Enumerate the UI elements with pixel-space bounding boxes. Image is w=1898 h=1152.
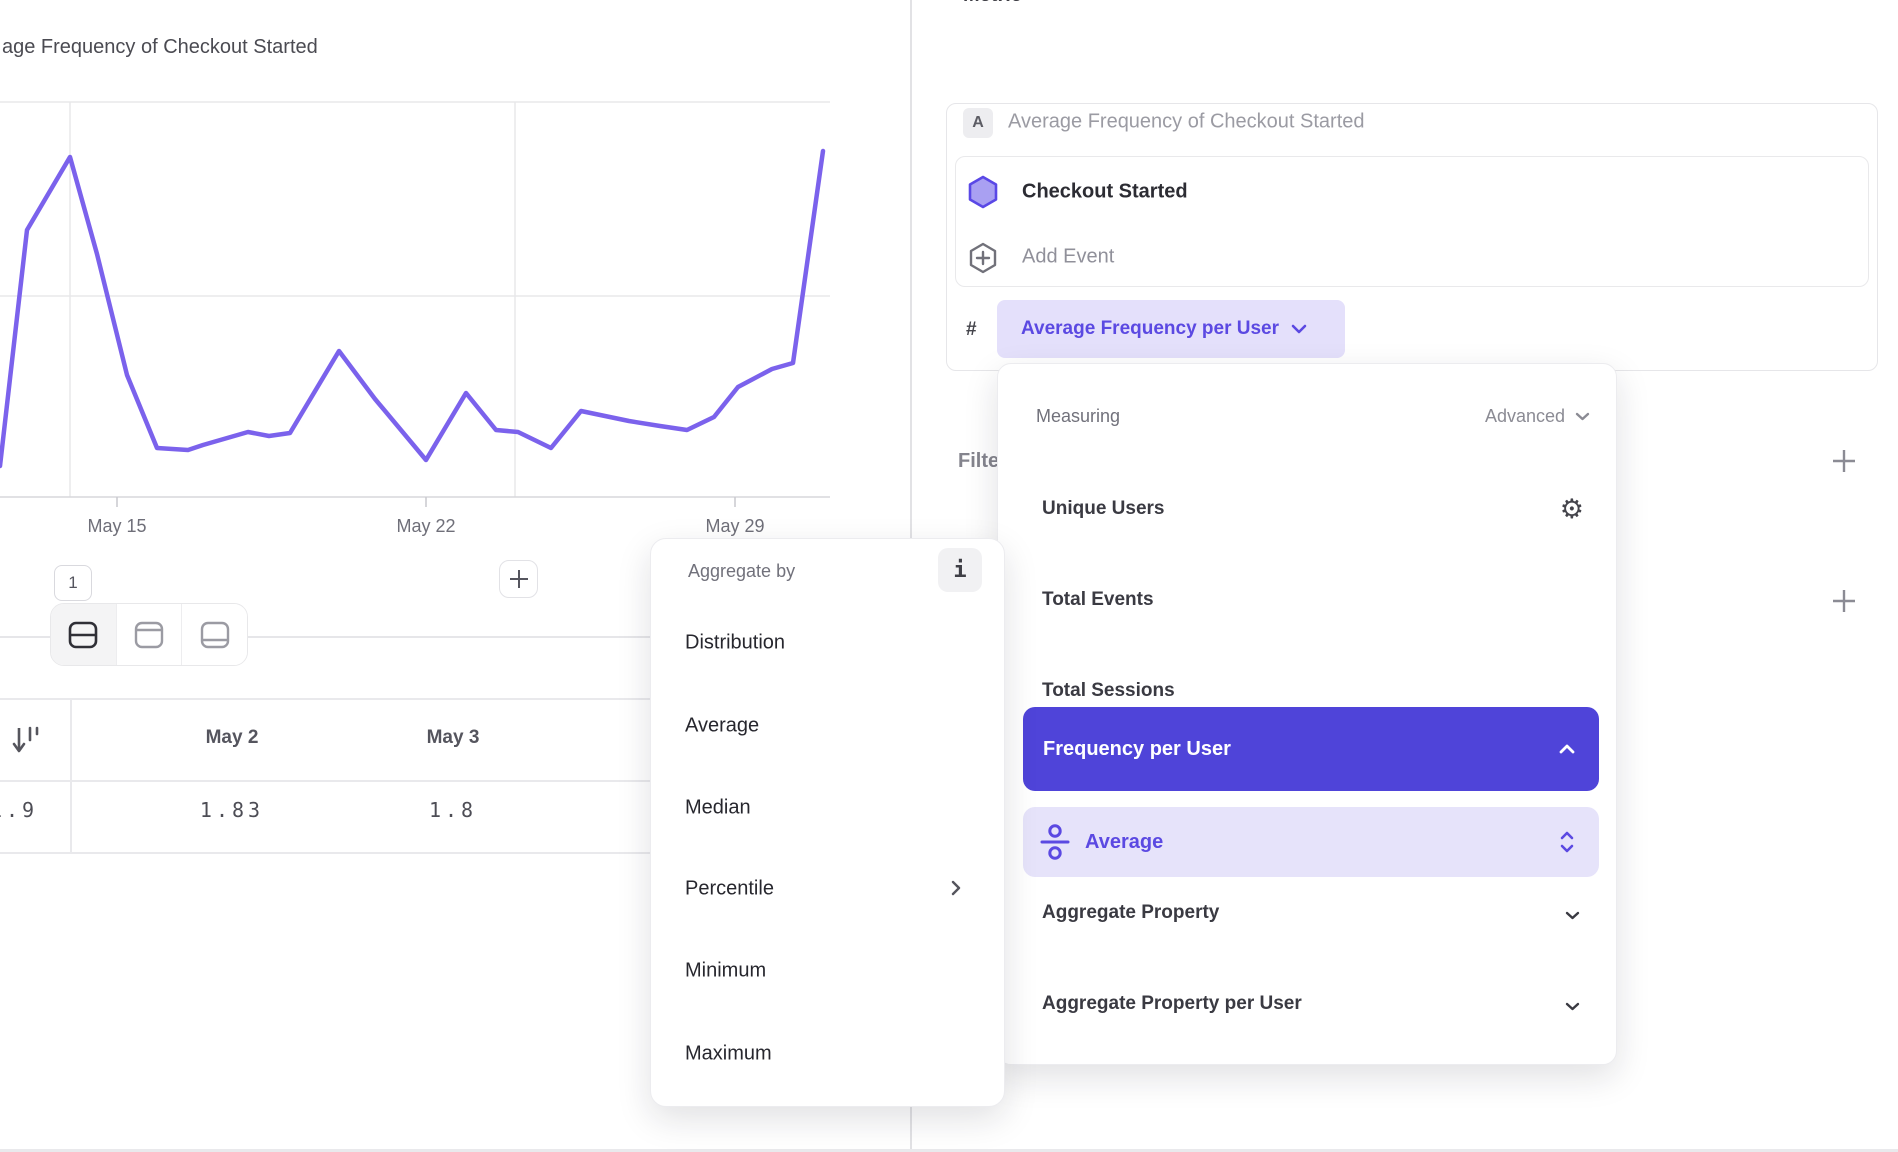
gear-icon[interactable]: ⚙ — [1559, 494, 1584, 524]
sub-item-label: Average — [1085, 830, 1164, 853]
chevron-down-icon[interactable] — [1565, 907, 1580, 925]
metric-section-title: Metric — [963, 0, 1022, 7]
menu-item-maximum[interactable]: Maximum — [685, 1042, 772, 1065]
add-breakdown-button[interactable] — [1829, 586, 1859, 616]
chevron-down-icon[interactable] — [1565, 998, 1580, 1016]
table-header-cell[interactable]: May 3 — [426, 727, 480, 748]
metric-letter-badge: A — [963, 108, 993, 138]
menu-item-total-events[interactable]: Total Events — [1042, 589, 1154, 610]
add-filter-button[interactable] — [1829, 446, 1859, 476]
menu-item-aggregate-property[interactable]: Aggregate Property — [1042, 902, 1220, 923]
add-chart-button[interactable] — [499, 560, 538, 598]
layout-toggle-group — [50, 603, 248, 666]
split-horizontal-icon — [69, 621, 98, 648]
menu-subitem-average[interactable]: Average — [1023, 807, 1599, 877]
plus-icon — [1833, 590, 1855, 612]
table-bottom-border — [0, 852, 910, 854]
table-cell: 1.83 — [199, 798, 265, 822]
x-axis-label: May 15 — [87, 516, 147, 536]
event-name[interactable]: Checkout Started — [1022, 180, 1188, 203]
measuring-menu-header: Measuring — [1036, 406, 1121, 426]
x-axis-label: May 22 — [396, 516, 456, 536]
measure-prefix: # — [966, 319, 977, 340]
event-hexagon-icon — [967, 175, 999, 214]
average-division-icon — [1040, 824, 1070, 860]
table-cell: 1.9 — [0, 798, 39, 822]
metric-name-input[interactable]: Average Frequency of Checkout Started — [1008, 110, 1365, 133]
table-only-icon — [200, 621, 229, 648]
aggregate-by-menu: Aggregate by i Distribution Average Medi… — [650, 538, 1005, 1107]
menu-item-aggregate-property-per-user[interactable]: Aggregate Property per User — [1042, 993, 1302, 1014]
chevron-up-icon — [1559, 744, 1575, 754]
plus-icon — [509, 570, 528, 588]
filter-section-title: Filter — [958, 450, 1007, 472]
menu-item-unique-users[interactable]: Unique Users — [1042, 498, 1165, 519]
info-icon[interactable]: i — [938, 548, 982, 592]
menu-item-minimum[interactable]: Minimum — [685, 959, 767, 982]
chevron-right-icon — [951, 880, 961, 901]
table-header-cell[interactable]: May 2 — [205, 727, 259, 748]
measure-dropdown[interactable]: Average Frequency per User — [997, 300, 1345, 358]
window-bottom-edge — [0, 1149, 1898, 1152]
menu-item-median[interactable]: Median — [685, 796, 751, 819]
line-chart — [0, 101, 830, 507]
layout-split-horizontal-button[interactable] — [51, 604, 117, 665]
chevron-down-icon — [1575, 412, 1590, 421]
advanced-label: Advanced — [1484, 406, 1565, 426]
layout-chart-only-button[interactable] — [116, 604, 183, 665]
table-top-border — [0, 698, 910, 700]
menu-item-average[interactable]: Average — [685, 714, 760, 737]
selected-item-label: Frequency per User — [1043, 737, 1231, 760]
chart-only-icon — [134, 621, 164, 648]
chevron-up-down-icon — [1560, 831, 1574, 853]
measuring-menu: Measuring Advanced Unique Users ⚙ Total … — [997, 363, 1617, 1065]
menu-item-total-sessions[interactable]: Total Sessions — [1042, 680, 1175, 701]
advanced-toggle[interactable]: Advanced — [1485, 406, 1590, 427]
plus-icon — [1833, 450, 1855, 472]
add-event-button[interactable]: Add Event — [1022, 245, 1115, 268]
interval-input[interactable]: 1 — [54, 565, 92, 601]
event-card — [955, 156, 1869, 287]
sort-icon[interactable] — [10, 724, 44, 763]
chevron-down-icon — [1291, 324, 1307, 334]
measure-dropdown-label: Average Frequency per User — [1021, 318, 1280, 339]
aggregate-menu-header: Aggregate by — [688, 561, 796, 581]
menu-item-distribution[interactable]: Distribution — [685, 631, 786, 654]
chart-title: age Frequency of Checkout Started — [2, 36, 318, 58]
sort-descending-icon — [12, 726, 39, 753]
menu-item-percentile[interactable]: Percentile — [685, 877, 774, 900]
layout-table-only-button[interactable] — [182, 604, 247, 665]
table-header-divider — [0, 780, 910, 782]
table-cell: 1.8 — [428, 798, 478, 822]
table-column-divider — [70, 698, 72, 852]
add-event-icon — [968, 242, 998, 279]
section-divider — [0, 636, 910, 638]
menu-item-frequency-per-user-selected[interactable]: Frequency per User — [1023, 707, 1599, 791]
x-axis-label: May 29 — [705, 516, 765, 536]
trend-line[interactable] — [0, 148, 826, 469]
